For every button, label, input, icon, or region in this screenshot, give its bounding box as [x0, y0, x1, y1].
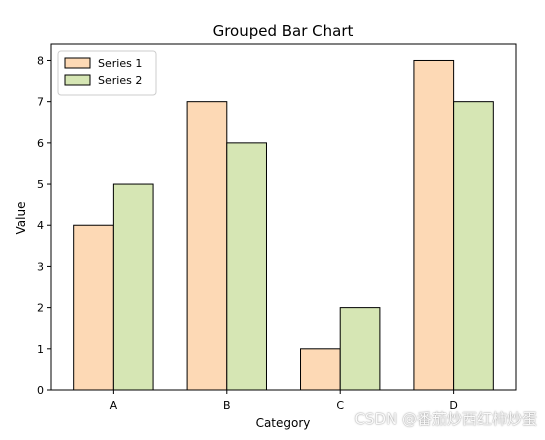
bar-series-2-c [339, 307, 381, 391]
legend-swatch-series-1 [64, 57, 91, 69]
y-tick-label: 3 [37, 260, 44, 273]
y-tick-label: 1 [37, 343, 44, 356]
x-tick-label: B [223, 399, 231, 412]
x-tick-label: C [336, 399, 344, 412]
bar-series-2-a [112, 183, 154, 391]
bar-series-2-d [453, 101, 494, 391]
chart-title: Grouped Bar Chart [213, 22, 354, 40]
y-tick-label: 2 [37, 302, 44, 315]
y-tick-label: 8 [37, 54, 44, 67]
bar-series-1-d [413, 59, 455, 391]
y-tick-label: 4 [37, 219, 44, 232]
legend: Series 1 Series 2 [57, 50, 157, 96]
bar-series-1-c [300, 348, 341, 391]
bar-series-1-a [73, 224, 114, 391]
x-tick-label: D [449, 399, 457, 412]
legend-swatch-series-2 [64, 74, 91, 86]
bar-series-2-b [226, 142, 267, 391]
y-axis-label: Value [14, 202, 28, 235]
y-tick-label: 7 [37, 96, 44, 109]
axes-frame [50, 43, 517, 391]
x-tick-label: A [110, 399, 118, 412]
legend-label-series-1: Series 1 [98, 57, 142, 70]
x-axis-label: Category [256, 416, 311, 430]
bar-series-1-b [186, 101, 228, 391]
y-tick-label: 6 [37, 137, 44, 150]
watermark: CSDN @番茄炒西红柿炒蛋 [354, 410, 537, 428]
y-tick-label: 0 [37, 384, 44, 397]
y-tick-label: 5 [37, 178, 44, 191]
plot-area: 0 1 2 3 4 5 6 7 8 A B C D [37, 43, 517, 412]
legend-label-series-2: Series 2 [98, 74, 142, 87]
